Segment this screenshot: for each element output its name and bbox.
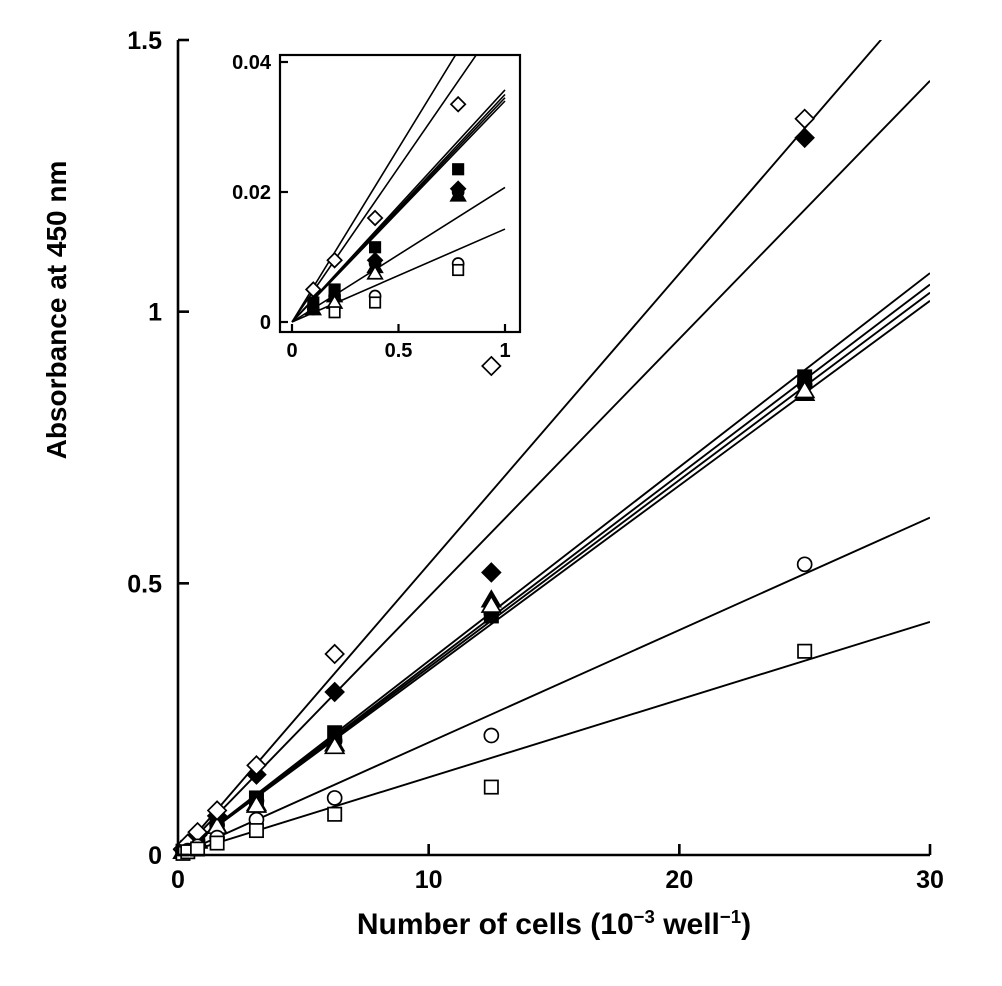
marker-open-square xyxy=(190,841,206,857)
y-tick-label: 0 xyxy=(148,842,162,870)
marker-open-square xyxy=(328,306,341,319)
marker-open-diamond xyxy=(366,209,384,227)
marker-filled-diamond xyxy=(794,127,815,149)
y-tick-label: 0.04 xyxy=(232,52,272,74)
marker-open-triangle xyxy=(366,264,384,280)
marker-filled-square xyxy=(368,241,382,254)
marker-open-diamond xyxy=(246,755,267,776)
fit-line-open-triangle xyxy=(178,300,930,855)
fit-line-filled-triangle xyxy=(178,291,930,855)
fit-line-open-circle xyxy=(291,186,506,323)
y-tick-label: 0.02 xyxy=(232,182,271,204)
marker-open-diamond xyxy=(794,108,815,130)
marker-open-diamond xyxy=(449,95,467,113)
fit-line-open-diamond xyxy=(291,55,457,323)
x-axis-label-text: Number of cells (10 xyxy=(356,908,634,941)
marker-open-square xyxy=(248,823,264,839)
fit-line-filled-diamond xyxy=(178,80,930,855)
marker-open-diamond xyxy=(324,643,345,665)
marker-open-circle xyxy=(326,790,343,806)
x-axis-label-superscript: −1 xyxy=(719,906,742,927)
marker-open-square xyxy=(483,779,499,795)
x-axis-label-superscript: −3 xyxy=(633,906,655,927)
fit-line-filled-circle xyxy=(178,283,930,855)
marker-filled-triangle xyxy=(449,186,467,202)
marker-filled-square xyxy=(452,163,465,176)
marker-open-square xyxy=(452,263,465,277)
x-tick-label: 1 xyxy=(499,340,510,362)
y-tick-label: 1 xyxy=(148,299,162,327)
marker-open-diamond xyxy=(206,800,228,821)
inset-background xyxy=(280,55,520,332)
marker-filled-diamond xyxy=(481,562,502,583)
marker-filled-triangle xyxy=(304,300,322,316)
x-tick-label: 30 xyxy=(916,866,944,894)
y-axis-label: Absorbance at 450 nm xyxy=(41,160,72,460)
x-tick-label: 0 xyxy=(286,340,297,362)
x-axis-label: Number of cells (10−3 well−1) xyxy=(356,906,752,941)
y-tick-label: 0 xyxy=(260,312,271,334)
fit-line-open-triangle xyxy=(291,100,506,323)
y-tick-label: 0.5 xyxy=(127,570,162,598)
marker-open-triangle xyxy=(323,735,346,755)
marker-open-triangle xyxy=(793,380,816,399)
marker-open-circle xyxy=(796,556,813,573)
marker-open-diamond xyxy=(481,355,502,377)
fit-line-filled-diamond xyxy=(291,55,478,323)
marker-open-square xyxy=(209,835,225,851)
marker-filled-diamond xyxy=(324,681,345,703)
marker-open-square xyxy=(327,806,343,822)
x-tick-label: 10 xyxy=(415,866,443,894)
marker-open-circle xyxy=(483,727,500,744)
inset-frame xyxy=(278,53,522,334)
x-tick-label: 20 xyxy=(665,866,693,894)
fit-line-open-circle xyxy=(178,516,930,855)
x-tick-label: 0 xyxy=(171,866,185,894)
marker-open-diamond xyxy=(326,251,343,269)
fit-line-open-square xyxy=(178,621,930,855)
marker-open-square xyxy=(368,296,382,309)
x-tick-label: 0.5 xyxy=(385,340,413,362)
x-axis-label-text: ) xyxy=(741,908,752,941)
marker-open-triangle xyxy=(480,594,503,613)
y-tick-label: 1.5 xyxy=(127,27,162,55)
marker-open-diamond xyxy=(304,281,322,298)
inset-plot: 0 0.5 1 0 0.02 0.04 xyxy=(232,52,522,362)
x-axis-label-text: well xyxy=(654,908,720,941)
marker-open-square xyxy=(797,643,813,659)
